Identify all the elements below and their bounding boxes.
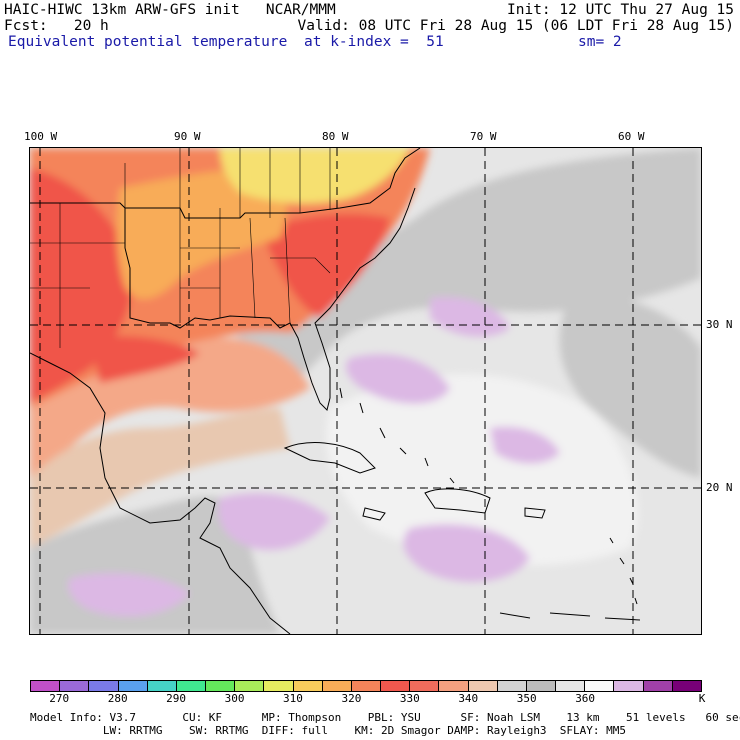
colorbar-swatch bbox=[60, 681, 90, 691]
colorbar-tick-label: 320 bbox=[341, 692, 362, 705]
model-info-line1: Model Info: V3.7 CU: KF MP: Thompson PBL… bbox=[30, 711, 740, 724]
colorbar-tick-label: 350 bbox=[516, 692, 537, 705]
lat-label-30n: 30 N bbox=[706, 318, 733, 331]
lon-label-70w: 70 W bbox=[470, 130, 497, 143]
forecast-hour: Fcst: 20 h bbox=[4, 18, 109, 34]
colorbar-swatch bbox=[614, 681, 644, 691]
model-info-line2: LW: RRTMG SW: RRTMG DIFF: full KM: 2D Sm… bbox=[30, 724, 627, 737]
colorbar-swatch bbox=[585, 681, 615, 691]
lat-label-20n: 20 N bbox=[706, 481, 733, 494]
valid-time: Valid: 08 UTC Fri 28 Aug 15 (06 LDT Fri … bbox=[297, 18, 735, 34]
colorbar-swatch bbox=[526, 681, 557, 691]
colorbar-tick-label: 360 bbox=[575, 692, 596, 705]
lon-label-80w: 80 W bbox=[322, 130, 349, 143]
smoothing-label: sm= 2 bbox=[578, 34, 622, 50]
colorbar-swatch bbox=[235, 681, 265, 691]
lon-label-100w: 100 W bbox=[24, 130, 58, 143]
state-borders bbox=[30, 148, 331, 348]
colorbar-swatch bbox=[31, 681, 61, 691]
theta-e-field bbox=[30, 148, 701, 634]
init-time: Init: 12 UTC Thu 27 Aug 15 bbox=[507, 2, 734, 18]
coastlines bbox=[30, 148, 641, 634]
colorbar-swatch bbox=[118, 681, 148, 691]
colorbar-tick-label: 300 bbox=[224, 692, 245, 705]
graticule bbox=[30, 148, 701, 634]
colorbar-swatch bbox=[410, 681, 440, 691]
colorbar-swatch bbox=[322, 681, 352, 691]
lon-label-60w: 60 W bbox=[618, 130, 645, 143]
model-title: HAIC-HIWC 13km ARW-GFS init NCAR/MMM bbox=[4, 2, 336, 18]
colorbar-tick-label: 270 bbox=[49, 692, 70, 705]
colorbar-tick-label: 330 bbox=[399, 692, 420, 705]
colorbar-swatch bbox=[672, 681, 701, 691]
colorbar-tick-label: 310 bbox=[283, 692, 303, 705]
colorbar-unit: K bbox=[698, 692, 706, 705]
colorbar-swatch bbox=[439, 681, 469, 691]
colorbar-swatch bbox=[147, 681, 177, 691]
colorbar-swatch bbox=[264, 681, 294, 691]
map-panel[interactable] bbox=[29, 147, 702, 635]
colorbar-swatch bbox=[468, 681, 498, 691]
level-label: at k-index = 51 bbox=[304, 34, 444, 50]
colorbar-swatch bbox=[556, 681, 586, 691]
colorbar-swatch bbox=[643, 681, 673, 691]
colorbar-swatch bbox=[381, 681, 411, 691]
lon-label-90w: 90 W bbox=[174, 130, 201, 143]
colorbar-swatch bbox=[293, 681, 323, 691]
colorbar-tick-label: 280 bbox=[107, 692, 128, 705]
colorbar-swatch bbox=[351, 681, 382, 691]
colorbar bbox=[30, 680, 702, 692]
colorbar-swatch bbox=[176, 681, 207, 691]
colorbar-swatch bbox=[497, 681, 527, 691]
colorbar-swatch bbox=[89, 681, 119, 691]
colorbar-swatch bbox=[206, 681, 236, 691]
colorbar-tick-label: 290 bbox=[166, 692, 187, 705]
field-name: Equivalent potential temperature bbox=[8, 34, 288, 50]
colorbar-tick-label: 340 bbox=[458, 692, 479, 705]
